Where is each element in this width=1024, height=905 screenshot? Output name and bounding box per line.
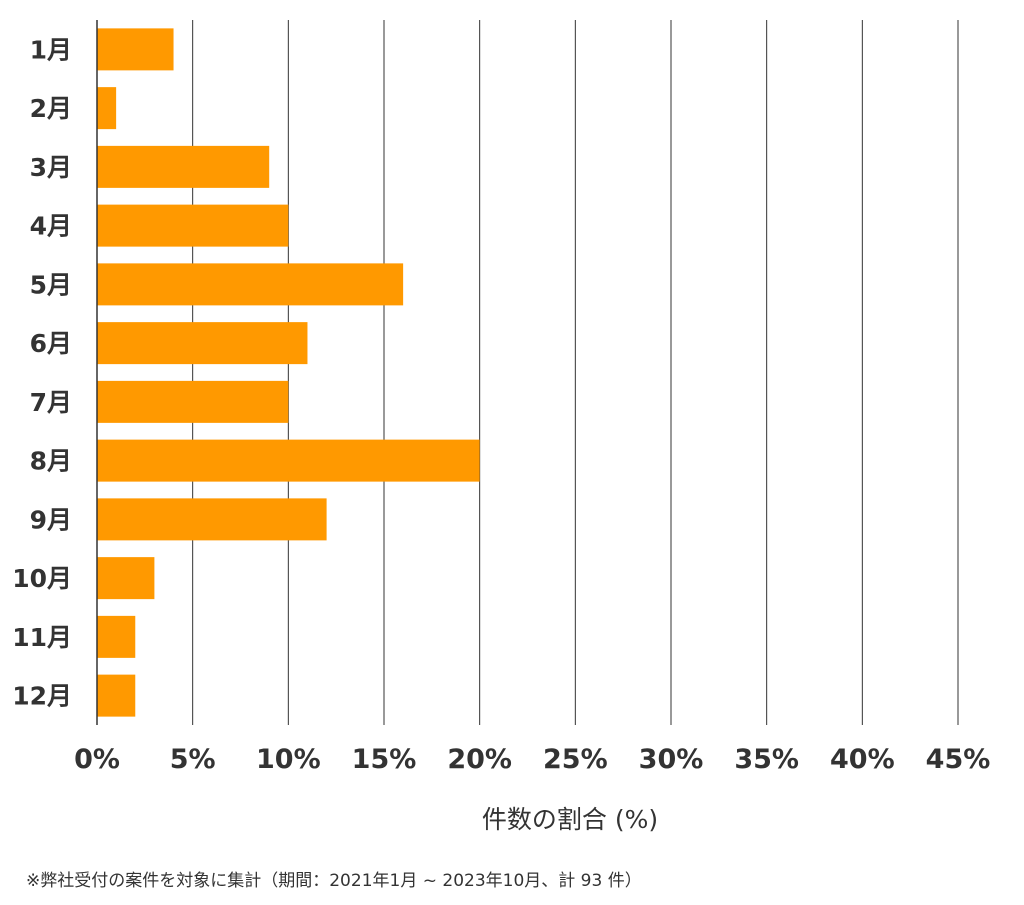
bar-6 xyxy=(97,322,308,365)
y-tick-label: 6月 xyxy=(30,329,72,358)
y-tick-label: 5月 xyxy=(30,270,72,299)
x-tick-label: 0% xyxy=(74,744,120,775)
x-tick-label: 25% xyxy=(543,744,608,775)
bar-3 xyxy=(97,145,270,188)
footnote: ※弊社受付の案件を対象に集計（期間：2021年1月 ~ 2023年10月、計 9… xyxy=(26,871,642,891)
bar-7 xyxy=(97,380,289,423)
x-tick-label: 10% xyxy=(256,744,321,775)
x-tick-label: 35% xyxy=(734,744,799,775)
y-tick-label: 4月 xyxy=(30,212,72,241)
x-tick-label: 45% xyxy=(926,744,991,775)
x-tick-label: 30% xyxy=(639,744,704,775)
y-tick-label: 7月 xyxy=(30,388,72,417)
bar-5 xyxy=(97,263,404,306)
y-tick-label: 12月 xyxy=(12,682,72,711)
bar-9 xyxy=(97,498,327,541)
y-tick-label: 8月 xyxy=(30,447,72,476)
x-axis-title: 件数の割合 (%) xyxy=(481,805,659,834)
y-tick-label: 1月 xyxy=(30,35,72,64)
y-tick-label: 2月 xyxy=(30,94,72,123)
bar-8 xyxy=(97,439,480,482)
y-tick-label: 9月 xyxy=(30,505,72,534)
x-tick-label: 40% xyxy=(830,744,895,775)
x-tick-label: 20% xyxy=(447,744,512,775)
bar-10 xyxy=(97,557,155,600)
bar-2 xyxy=(97,87,117,130)
bar-12 xyxy=(97,674,136,717)
x-tick-label: 15% xyxy=(352,744,417,775)
bar-11 xyxy=(97,615,136,658)
x-tick-label: 5% xyxy=(170,744,216,775)
bar-4 xyxy=(97,204,289,247)
bar-1 xyxy=(97,28,174,71)
y-tick-label: 11月 xyxy=(12,623,72,652)
y-tick-label: 3月 xyxy=(30,153,72,182)
y-tick-label: 10月 xyxy=(12,564,72,593)
